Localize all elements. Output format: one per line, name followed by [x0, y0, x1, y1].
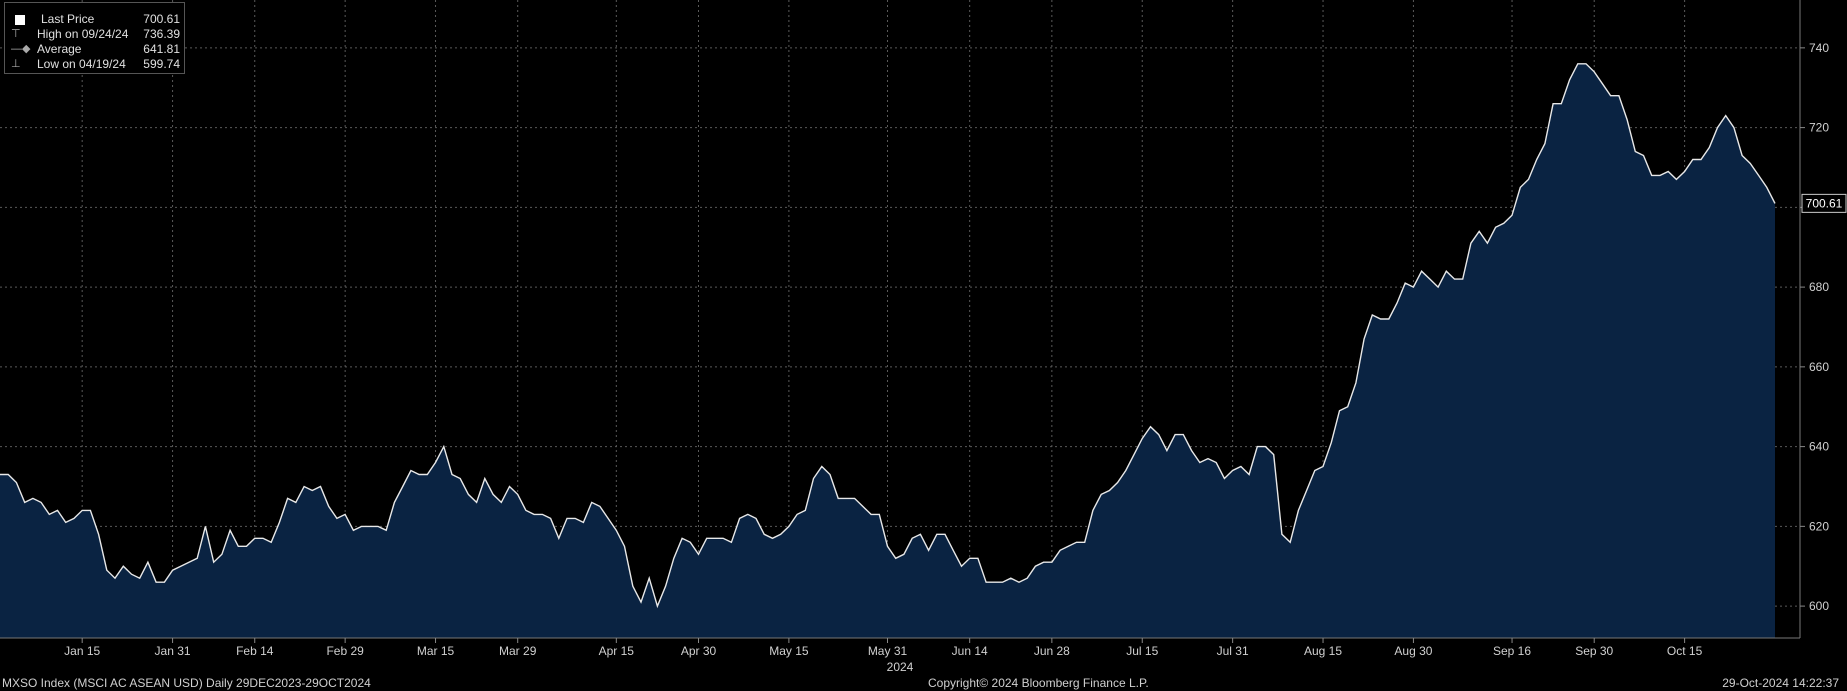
legend-low: ⊥ Low on 04/19/24 599.74: [11, 57, 180, 72]
x-tick-label: Jan 31: [155, 644, 191, 658]
y-tick-label: 680: [1809, 280, 1829, 294]
x-tick-label: Jan 15: [64, 644, 100, 658]
y-axis: 600620640660680700720740: [1800, 41, 1829, 613]
x-axis: Jan 15 Jan 31 Feb 14 Feb 29 Mar 15 Mar 29 Apr …: [64, 638, 1703, 658]
y-tick-label: 740: [1809, 41, 1829, 55]
legend-high: ⊤ High on 09/24/24 736.39: [11, 27, 180, 42]
x-tick-label: Feb 14: [236, 644, 274, 658]
x-tick-label: Aug 15: [1304, 644, 1342, 658]
last-price-swatch-icon: [15, 14, 25, 25]
x-tick-label: Jul 31: [1217, 644, 1249, 658]
price-line: [0, 63, 1776, 609]
footer-copyright: Copyright© 2024 Bloomberg Finance L.P.: [928, 676, 1149, 690]
y-tick-label: 660: [1809, 360, 1829, 374]
x-axis-year-label: 2024: [887, 660, 914, 674]
x-tick-label: Sep 30: [1575, 644, 1613, 658]
legend-average: —◆ Average 641.81: [11, 42, 180, 57]
x-tick-label: Sep 16: [1493, 644, 1531, 658]
y-tick-label: 720: [1809, 121, 1829, 135]
x-tick-label: Jun 28: [1034, 644, 1070, 658]
last-price-tag: 700.61: [1801, 193, 1847, 213]
x-tick-label: Aug 30: [1394, 644, 1432, 658]
legend-average-value: 641.81: [143, 42, 180, 56]
footer-ticker-info: MXSO Index (MSCI AC ASEAN USD) Daily 29D…: [2, 676, 371, 690]
x-tick-label: Apr 15: [599, 644, 635, 658]
legend-low-value: 599.74: [143, 57, 180, 71]
legend-average-label: Average: [37, 42, 82, 56]
price-area: [0, 63, 1775, 639]
legend-last-price-value: 700.61: [143, 12, 180, 26]
x-tick-label: Mar 15: [417, 644, 455, 658]
low-marker-icon: ⊥: [11, 58, 21, 70]
legend-last-price-label: Last Price: [41, 12, 95, 26]
legend-last-price: Last Price 700.61: [11, 12, 180, 27]
y-tick-label: 620: [1809, 519, 1829, 533]
x-tick-label: Oct 15: [1667, 644, 1703, 658]
x-tick-label: Mar 29: [499, 644, 537, 658]
footer-timestamp: 29-Oct-2024 14:22:37: [1722, 676, 1839, 690]
legend: Last Price 700.61 ⊤ High on 09/24/24 736…: [4, 2, 185, 74]
last-price-tag-value: 700.61: [1806, 196, 1843, 210]
x-tick-label: Jun 14: [952, 644, 988, 658]
y-tick-label: 600: [1809, 599, 1829, 613]
legend-low-label: Low on 04/19/24: [37, 57, 126, 71]
y-tick-label: 640: [1809, 440, 1829, 454]
high-marker-icon: ⊤: [11, 28, 21, 40]
x-tick-label: May 31: [868, 644, 908, 658]
legend-high-label: High on 09/24/24: [37, 27, 129, 41]
average-marker-icon: —◆: [11, 43, 31, 55]
x-tick-label: Feb 29: [326, 644, 364, 658]
x-tick-label: Apr 30: [681, 644, 717, 658]
x-tick-label: Jul 15: [1126, 644, 1158, 658]
legend-high-value: 736.39: [143, 27, 180, 41]
x-tick-label: May 15: [769, 644, 809, 658]
